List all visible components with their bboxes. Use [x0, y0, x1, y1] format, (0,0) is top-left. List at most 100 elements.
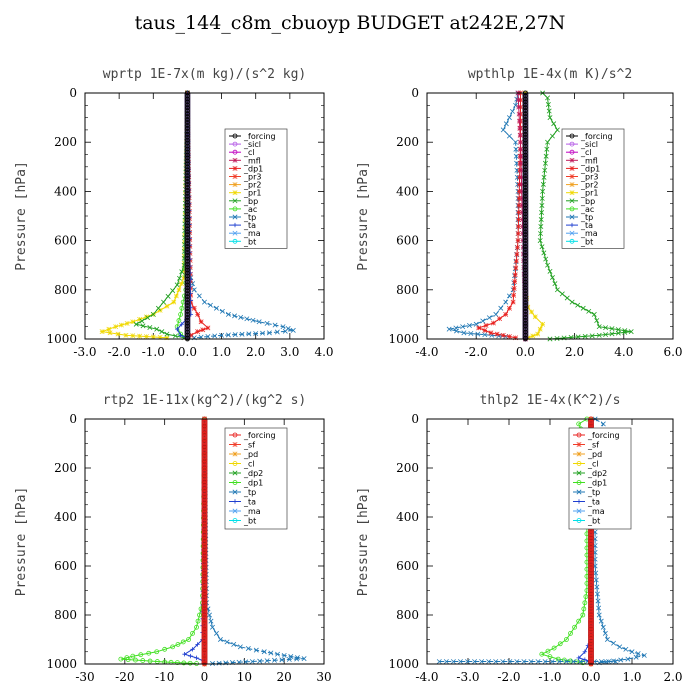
data-point — [513, 258, 519, 264]
forcing-marker — [202, 484, 207, 490]
legend-label: _sf — [587, 441, 599, 450]
data-point — [140, 323, 146, 329]
data-point — [139, 318, 145, 324]
data-point — [518, 146, 524, 152]
series-tp — [446, 90, 521, 340]
data-point — [580, 305, 586, 311]
forcing-marker — [185, 220, 190, 226]
data-point — [528, 659, 534, 665]
legend: _forcing_sicl_cl_mfl_dp1_pr3_pr2_pr1_bp_… — [224, 128, 288, 249]
data-point — [500, 127, 506, 133]
data-point — [243, 659, 249, 665]
data-point — [130, 319, 136, 325]
forcing-marker — [202, 587, 207, 592]
data-point — [182, 652, 187, 657]
legend-label: _ma — [243, 229, 261, 238]
forcing-marker — [523, 220, 528, 226]
data-point — [232, 313, 238, 319]
legend-marker — [569, 214, 575, 220]
forcing-marker — [523, 326, 528, 332]
data-point — [569, 299, 575, 305]
forcing-marker — [185, 126, 190, 131]
forcing-marker — [202, 595, 207, 601]
legend-label: _ma — [243, 507, 261, 516]
forcing-marker — [185, 244, 190, 249]
data-point — [594, 591, 600, 597]
forcing-marker — [202, 513, 207, 519]
forcing-marker — [185, 158, 190, 164]
forcing-marker — [523, 244, 528, 249]
forcing-marker — [185, 102, 190, 108]
data-point — [542, 659, 548, 665]
data-point — [290, 327, 296, 333]
forcing-marker — [523, 285, 528, 291]
legend-label: _pr1 — [580, 189, 598, 198]
data-point — [176, 287, 182, 293]
data-point — [213, 305, 219, 311]
y-tick-label: 800 — [54, 283, 77, 297]
forcing-marker — [523, 270, 528, 276]
forcing-marker — [588, 622, 594, 628]
forcing-marker — [523, 199, 528, 205]
legend-label: _dp2 — [587, 469, 607, 478]
data-point — [564, 637, 569, 642]
forcing-marker — [185, 320, 190, 326]
forcing-marker — [523, 247, 528, 252]
forcing-marker — [523, 131, 528, 137]
y-tick-label: 400 — [54, 184, 77, 198]
data-point — [272, 322, 278, 328]
forcing-marker — [523, 241, 528, 246]
forcing-marker — [202, 431, 207, 437]
data-point — [518, 160, 524, 166]
plot-frame — [84, 418, 325, 665]
legend-label: _cl — [243, 148, 255, 157]
data-point — [106, 326, 112, 332]
forcing-marker — [523, 143, 528, 149]
data-point — [519, 188, 525, 194]
forcing-marker — [523, 267, 528, 273]
data-point — [436, 659, 442, 665]
forcing-marker — [588, 651, 594, 657]
forcing-marker — [588, 654, 594, 660]
y-tick-label: 0 — [411, 412, 419, 426]
data-point — [198, 319, 204, 325]
forcing-marker — [185, 188, 190, 193]
data-point — [195, 618, 201, 624]
forcing-marker — [202, 475, 207, 481]
forcing-marker — [588, 563, 594, 569]
legend-marker — [232, 518, 238, 523]
forcing-marker — [185, 247, 190, 252]
data-point — [212, 333, 218, 339]
data-point — [581, 606, 587, 612]
data-point — [493, 659, 499, 665]
forcing-marker — [185, 323, 190, 329]
forcing-marker — [523, 282, 528, 288]
forcing-marker — [185, 99, 190, 105]
forcing-marker — [202, 472, 207, 478]
forcing-marker — [523, 291, 528, 297]
chart-panel-3: rtp2 1E-11x(kg^2)/(kg^2 s) Pressure [hPa]… — [14, 393, 332, 684]
forcing-marker — [202, 522, 207, 528]
forcing-marker — [588, 540, 594, 545]
forcing-marker — [185, 300, 190, 305]
forcing-marker — [523, 297, 528, 303]
data-point — [178, 311, 184, 317]
forcing-marker — [523, 223, 528, 229]
forcing-marker — [202, 660, 207, 666]
y-tick-label: 400 — [396, 510, 419, 524]
legend-marker — [232, 141, 238, 147]
data-point — [506, 305, 512, 311]
data-point — [596, 332, 602, 338]
legend-label: _pd — [243, 450, 258, 459]
y-tick-label: 800 — [396, 608, 419, 622]
data-point — [490, 320, 496, 326]
data-point — [510, 299, 516, 305]
legend-marker — [232, 214, 238, 220]
data-point — [603, 332, 609, 338]
data-point — [274, 329, 280, 335]
forcing-marker — [523, 294, 528, 300]
forcing-marker — [185, 149, 190, 155]
forcing-marker — [523, 235, 528, 241]
forcing-marker — [202, 460, 207, 466]
forcing-marker — [588, 566, 594, 572]
